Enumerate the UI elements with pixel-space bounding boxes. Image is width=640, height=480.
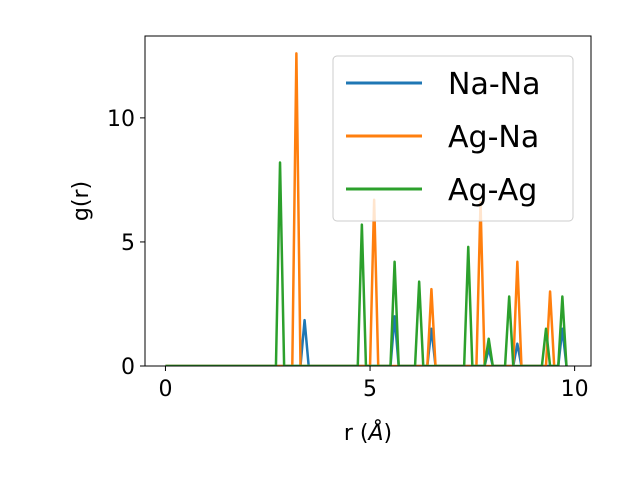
y-tick-label: 10 (107, 107, 135, 132)
legend-box (332, 55, 574, 222)
y-tick-label: 5 (121, 231, 135, 256)
series-layer (165, 52, 568, 366)
y-axis-label: g(r) (69, 181, 94, 221)
legend-label: Ag-Ag (448, 173, 537, 208)
x-axis-label-unit: Å (366, 419, 383, 446)
x-tick-label: 10 (561, 377, 589, 402)
legend-item: Na-Na (346, 67, 540, 102)
legend-item: Ag-Na (346, 120, 539, 155)
plot-area (144, 35, 592, 367)
legend-label: Ag-Na (448, 120, 539, 155)
x-tick-label: 0 (158, 377, 172, 402)
legend-item: Ag-Ag (346, 173, 537, 208)
x-axis-label: r (Å) (344, 419, 392, 446)
x-axis: 0 5 10 (158, 366, 589, 402)
x-axis-label-end: ) (384, 421, 393, 446)
x-axis-label-main: r ( (344, 421, 369, 446)
legend-label: Na-Na (448, 67, 540, 102)
y-axis: 0 5 10 (107, 107, 145, 380)
series-line-ag-ag (165, 161, 568, 366)
legend: Na-Na Ag-Na Ag-Ag (332, 55, 574, 222)
plot-frame (144, 35, 592, 367)
x-tick-label: 5 (363, 377, 377, 402)
y-tick-label: 0 (121, 355, 135, 380)
